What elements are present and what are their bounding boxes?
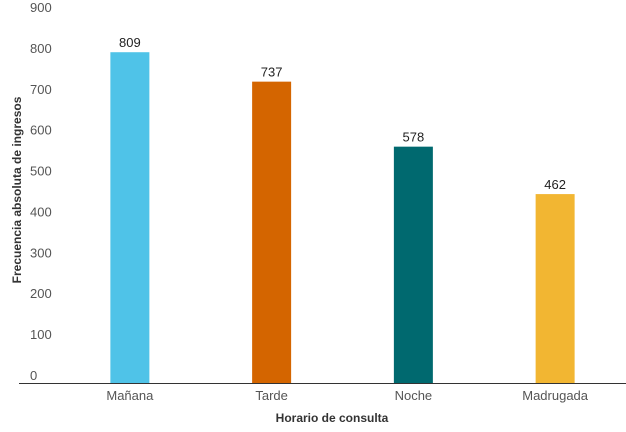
y-tick-label: 700 [30,82,52,97]
y-axis-title: Frecuencia absoluta de ingresos [10,96,24,283]
y-tick-label: 800 [30,41,52,56]
bar [252,82,291,383]
bars [110,52,574,383]
bar [394,147,433,383]
y-tick-label: 300 [30,245,52,260]
y-tick-label: 0 [30,368,37,383]
bar [110,52,149,383]
x-axis-title: Horario de consulta [276,411,389,425]
bar-value-label: 737 [261,65,283,80]
bar-value-label: 809 [119,35,141,50]
y-tick-label: 200 [30,286,52,301]
y-tick-label: 400 [30,204,52,219]
bar-value-label: 462 [544,177,566,192]
bar-data-labels: 809 737 578 462 [119,35,566,192]
x-category-label: Mañana [106,388,154,403]
x-axis-categories: Mañana Tarde Noche Madrugada [106,388,588,403]
y-tick-label: 600 [30,123,52,138]
x-category-label: Madrugada [522,388,589,403]
y-axis-ticks: 0 100 200 300 400 500 600 700 800 900 [30,0,52,383]
bar-value-label: 578 [403,130,425,145]
x-category-label: Noche [395,388,433,403]
y-tick-label: 100 [30,327,52,342]
bar [536,194,575,383]
y-tick-label: 900 [30,0,52,15]
x-category-label: Tarde [255,388,288,403]
y-tick-label: 500 [30,164,52,179]
